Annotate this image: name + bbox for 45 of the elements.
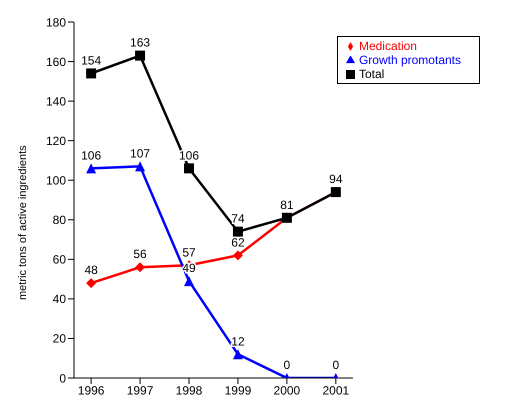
- legend-label: Total: [358, 67, 384, 81]
- point: [232, 226, 243, 237]
- y-tick-label: 0: [59, 371, 66, 386]
- data-label: 0: [284, 358, 291, 372]
- data-label: 107: [130, 146, 150, 160]
- data-label: 81: [280, 198, 294, 212]
- data-label: 57: [182, 245, 196, 260]
- data-label: 94: [329, 172, 343, 186]
- x-tick-label: 2001: [322, 384, 350, 398]
- y-tick-label: 80: [52, 213, 66, 228]
- legend-label: Growth promotants: [358, 53, 461, 67]
- y-axis-title: metric tons of active ingredients: [16, 144, 29, 300]
- data-label: 163: [130, 36, 150, 50]
- data-label: 154: [81, 53, 102, 68]
- point: [184, 276, 194, 286]
- point: [232, 349, 243, 360]
- x-tick-label: 1997: [126, 384, 154, 398]
- x-tick-label: 1996: [78, 384, 105, 398]
- point: [86, 278, 96, 288]
- data-label: 106: [81, 148, 102, 162]
- data-label: 12: [231, 334, 245, 348]
- y-tick-label: 100: [46, 173, 66, 188]
- x-tick-label: 1998: [176, 384, 203, 398]
- y-tick-label: 180: [46, 15, 66, 30]
- y-tick-label: 140: [46, 94, 66, 108]
- y-tick-label: 120: [46, 134, 66, 148]
- data-label: 62: [231, 235, 245, 250]
- y-tick-label: 20: [52, 332, 66, 346]
- point: [86, 163, 96, 174]
- point: [135, 262, 146, 272]
- point: [86, 68, 96, 78]
- data-label: 74: [231, 212, 245, 226]
- data-label: 0: [332, 358, 340, 372]
- y-tick-label: 40: [52, 292, 66, 306]
- x-tick-label: 1999: [224, 384, 252, 398]
- point: [232, 250, 243, 260]
- point: [184, 163, 194, 174]
- data-label: 48: [84, 263, 98, 278]
- y-tick-label: 160: [46, 54, 66, 69]
- x-tick-label: 2000: [274, 384, 301, 398]
- legend-label: Medication: [358, 39, 417, 53]
- point: [135, 50, 146, 61]
- point: [135, 161, 146, 172]
- y-tick-label: 60: [52, 252, 66, 267]
- data-label: 56: [133, 247, 148, 262]
